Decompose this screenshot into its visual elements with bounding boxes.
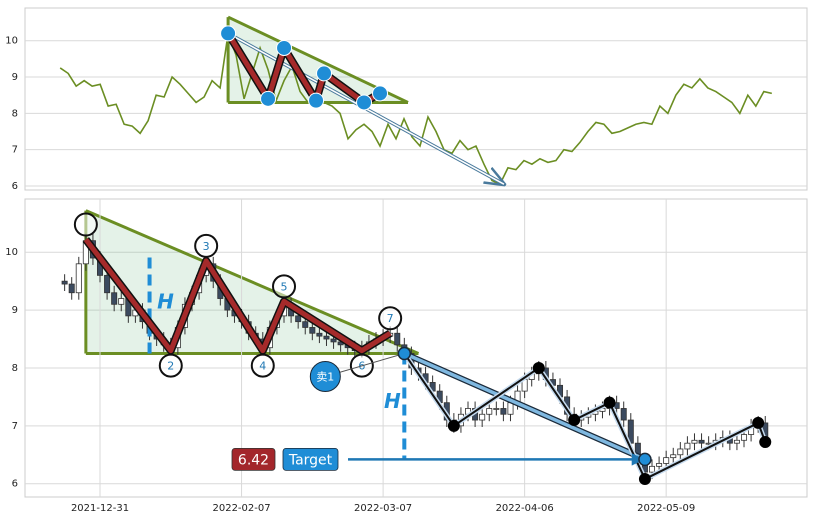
candle-body [620,408,627,421]
candle-body [111,292,118,305]
pattern-label: 5 [281,280,288,293]
y-tick-label: 7 [12,421,18,432]
candle-body [486,408,493,415]
candle-body [649,465,656,473]
target-point [638,452,652,467]
sell-point [397,346,412,361]
candle-body [500,408,507,415]
candle-body [316,332,323,337]
zigzag-point [759,436,772,449]
pattern-point [158,353,183,378]
candle-body [684,442,691,450]
pattern-point [372,85,389,102]
candle-body [493,408,500,410]
candle-body [104,274,111,294]
candle-body [691,439,698,444]
pattern-point [250,353,275,378]
y-tick-label: 8 [12,108,18,119]
pattern-point [260,90,277,107]
plot-frame [24,198,808,498]
candle-body [61,280,68,285]
x-tick-label: 2022-04-06 [496,503,554,514]
zigzag-point [568,414,581,427]
pattern-point [316,65,333,82]
candle-body [698,439,705,444]
pattern-label: 4 [259,360,266,373]
height-label: H [384,389,401,413]
target-value-label: 6.42 [238,452,269,468]
candle-body [677,448,684,456]
y-tick-label: 8 [12,363,18,374]
triangle-upper [85,209,420,355]
candle-body [656,463,663,467]
pattern-label: 2 [167,360,174,373]
pattern-label: 7 [387,312,394,325]
pattern-line [83,237,392,354]
candle-body [295,315,302,323]
zigzag-point [447,419,460,432]
y-tick-label: 9 [12,72,18,83]
pattern-point [308,92,325,109]
y-tick-label: 7 [12,145,18,156]
x-tick-label: 2022-05-09 [637,503,695,514]
candle-body [670,454,677,459]
sell-label: 卖1 [316,370,334,383]
price-line [59,33,772,186]
target-label: Target [288,452,333,468]
candle-body [394,332,401,346]
pattern-point [194,233,219,258]
pattern-point [272,274,297,299]
candle-body [479,413,486,421]
target-box [282,447,339,471]
candle-body [309,327,316,334]
sell-badge [309,360,341,392]
y-tick-label: 10 [5,247,18,258]
x-tick-label: 2022-03-07 [354,503,412,514]
candle-body [330,338,337,343]
y-tick-label: 9 [12,305,18,316]
candle-body [75,263,82,294]
x-tick-label: 2022-02-07 [212,503,270,514]
projection-line [403,351,646,461]
pattern-point [276,39,293,56]
y-tick-label: 6 [12,479,18,490]
candle-body [68,283,75,294]
candle-body [118,298,125,305]
candle-body [507,402,514,415]
candle-body [302,321,309,328]
y-tick-label: 10 [5,36,18,47]
zigzag-point [752,416,765,429]
pattern-point [220,25,237,42]
candle-body [741,434,748,441]
candle-body [663,457,670,464]
pattern-point [356,94,373,111]
pattern-point [73,212,98,237]
candle-body [733,439,740,444]
zigzag-point [603,396,616,409]
height-label: H [157,289,174,313]
y-tick-label: 6 [12,181,18,192]
target-value-box [231,447,276,471]
plot-frame [24,7,808,191]
zigzag-point [638,473,651,486]
zigzag-line [403,352,767,481]
candle-body [323,335,330,340]
zigzag-point [532,361,545,374]
pattern-point [378,306,403,331]
pattern-label: 3 [203,240,210,253]
x-tick-label: 2021-12-31 [71,503,129,514]
